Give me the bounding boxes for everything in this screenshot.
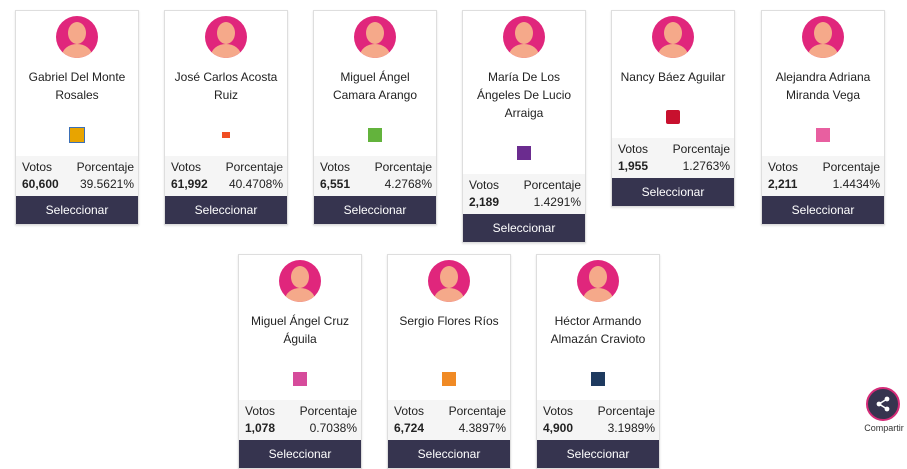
vote-percentage: 1.4434% xyxy=(832,177,880,191)
share-icon xyxy=(876,396,890,412)
candidate-name: Gabriel Del Monte Rosales xyxy=(28,70,126,102)
select-button[interactable]: Seleccionar xyxy=(16,196,138,224)
vote-count: 6,551 xyxy=(320,177,351,191)
vote-count: 1,078 xyxy=(245,421,276,435)
vote-stats: Votos 4,900 Porcentaje 3.1989% xyxy=(537,400,659,440)
vote-count: 4,900 xyxy=(543,421,574,435)
vote-stats: Votos 61,992 Porcentaje 40.4708% xyxy=(165,156,287,196)
party-logo-icon xyxy=(69,127,85,143)
vote-percentage: 1.2763% xyxy=(682,159,730,173)
vote-stats: Votos 6,724 Porcentaje 4.3897% xyxy=(388,400,510,440)
share-label: Compartir xyxy=(864,423,904,433)
party-logo-icon xyxy=(293,372,307,386)
candidate-name: José Carlos Acosta Ruiz xyxy=(174,70,278,102)
vote-count: 60,600 xyxy=(22,177,59,191)
vote-stats: Votos 2,211 Porcentaje 1.4434% xyxy=(762,156,884,196)
vote-stats: Votos 1,955 Porcentaje 1.2763% xyxy=(612,138,734,178)
vote-count: 6,724 xyxy=(394,421,425,435)
party-logo-icon xyxy=(591,372,605,386)
candidate-card: María De Los Ángeles De Lucio Arraiga Vo… xyxy=(462,10,586,243)
candidate-card: Nancy Báez Aguilar Votos 1,955 Porcentaje… xyxy=(611,10,735,207)
candidate-card: Miguel Ángel Cruz Águila Votos 1,078 Porc… xyxy=(238,254,362,469)
avatar xyxy=(802,16,844,58)
candidate-card: Sergio Flores Ríos Votos 6,724 Porcentaje… xyxy=(387,254,511,469)
vote-count: 1,955 xyxy=(618,159,649,173)
candidate-card: Miguel Ángel Camara Arango Votos 6,551 Po… xyxy=(313,10,437,225)
select-button[interactable]: Seleccionar xyxy=(762,196,884,224)
vote-stats: Votos 6,551 Porcentaje 4.2768% xyxy=(314,156,436,196)
party-logo-icon xyxy=(368,128,382,142)
candidate-name: Alejandra Adriana Miranda Vega xyxy=(775,70,871,102)
party-logo-icon xyxy=(517,146,531,160)
vote-percentage: 4.2768% xyxy=(384,177,432,191)
vote-percentage: 4.3897% xyxy=(458,421,506,435)
select-button[interactable]: Seleccionar xyxy=(388,440,510,468)
avatar xyxy=(652,16,694,58)
candidate-name: Nancy Báez Aguilar xyxy=(620,70,726,84)
vote-count: 2,211 xyxy=(768,177,798,191)
candidate-card: José Carlos Acosta Ruiz Votos 61,992 Porc… xyxy=(164,10,288,225)
party-logo-icon xyxy=(666,110,680,124)
party-logo-icon xyxy=(219,128,233,142)
select-button[interactable]: Seleccionar xyxy=(165,196,287,224)
vote-percentage: 1.4291% xyxy=(533,195,581,209)
avatar xyxy=(428,260,470,302)
candidate-card: Gabriel Del Monte Rosales Votos 60,600 Po… xyxy=(15,10,139,225)
vote-stats: Votos 1,078 Porcentaje 0.7038% xyxy=(239,400,361,440)
avatar xyxy=(577,260,619,302)
select-button[interactable]: Seleccionar xyxy=(463,214,585,242)
candidate-name: Sergio Flores Ríos xyxy=(399,314,499,328)
candidate-name: María De Los Ángeles De Lucio Arraiga xyxy=(476,70,572,120)
vote-percentage: 0.7038% xyxy=(309,421,357,435)
vote-percentage: 3.1989% xyxy=(607,421,655,435)
candidate-card: Héctor Armando Almazán Cravioto Votos 4,9… xyxy=(536,254,660,469)
select-button[interactable]: Seleccionar xyxy=(239,440,361,468)
candidate-card: Alejandra Adriana Miranda Vega Votos 2,21… xyxy=(761,10,885,225)
avatar xyxy=(503,16,545,58)
avatar xyxy=(354,16,396,58)
vote-percentage: 40.4708% xyxy=(228,177,283,191)
select-button[interactable]: Seleccionar xyxy=(314,196,436,224)
vote-count: 2,189 xyxy=(469,195,500,209)
vote-count: 61,992 xyxy=(171,177,208,191)
candidate-name: Miguel Ángel Camara Arango xyxy=(332,70,418,102)
candidate-name: Héctor Armando Almazán Cravioto xyxy=(550,314,646,346)
party-logo-icon xyxy=(816,128,830,142)
vote-percentage: 39.5621% xyxy=(79,177,134,191)
candidate-name: Miguel Ángel Cruz Águila xyxy=(250,314,350,346)
select-button[interactable]: Seleccionar xyxy=(612,178,734,206)
select-button[interactable]: Seleccionar xyxy=(537,440,659,468)
vote-stats: Votos 2,189 Porcentaje 1.4291% xyxy=(463,174,585,214)
avatar xyxy=(279,260,321,302)
avatar xyxy=(56,16,98,58)
party-logo-icon xyxy=(442,372,456,386)
vote-stats: Votos 60,600 Porcentaje 39.5621% xyxy=(16,156,138,196)
avatar xyxy=(205,16,247,58)
share-button[interactable] xyxy=(866,387,900,421)
